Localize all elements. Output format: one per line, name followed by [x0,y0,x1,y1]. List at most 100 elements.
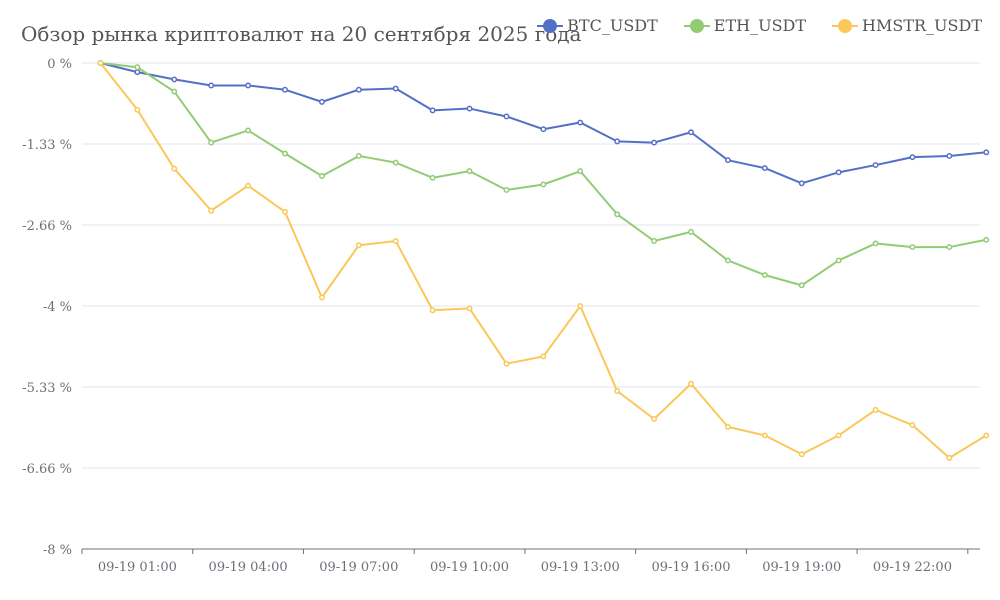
data-point-hmstr [355,242,362,249]
data-point-btc [466,105,473,112]
y-tick-label: -6.66 % [22,462,72,477]
data-point-eth [355,152,362,159]
data-point-eth [651,238,658,244]
data-point-eth [466,168,473,175]
data-point-btc [245,82,252,89]
data-point-btc [614,138,621,145]
data-point-btc [651,139,658,146]
data-point-hmstr [835,432,842,439]
legend-swatch-hmstr [832,18,859,33]
y-tick-label: 0 % [47,57,72,72]
data-point-btc [577,119,584,126]
data-point-btc [208,82,215,89]
data-point-btc [909,154,916,161]
data-point-btc [134,69,141,76]
series-line-btc [100,62,987,185]
legend-item-hmstr[interactable]: HMSTR_USDT [832,16,982,35]
y-tick-label: -5.33 % [22,381,72,396]
data-point-eth [761,272,768,278]
x-tick-label: 09-19 04:00 [209,560,288,575]
data-point-btc [171,76,178,83]
x-tick-label: 09-19 19:00 [762,560,841,575]
data-point-eth [872,240,879,247]
data-point-eth [909,244,916,251]
data-point-hmstr [724,423,731,430]
x-tick-label: 09-19 22:00 [873,560,952,575]
data-point-hmstr [503,360,510,367]
data-point-hmstr [392,238,399,244]
data-point-btc [835,169,842,176]
data-point-hmstr [429,307,436,314]
chart-title: Обзор рынка криптовалют на 20 сентября 2… [21,22,582,46]
data-point-hmstr [798,451,805,458]
legend-swatch-eth [683,18,710,33]
series-line-hmstr [99,62,987,459]
data-point-btc [761,165,768,172]
data-point-hmstr [208,207,215,214]
data-point-eth [946,244,953,251]
data-point-hmstr [171,165,178,172]
legend-swatch-btc [537,18,564,33]
data-point-eth [724,257,731,264]
data-point-btc [946,152,953,159]
data-point-btc [392,85,399,92]
data-point-hmstr [540,353,547,360]
data-point-btc [318,98,325,105]
x-tick-label: 09-19 10:00 [430,560,509,575]
data-point-eth [318,173,325,179]
data-point-hmstr [318,294,325,301]
data-point-hmstr [983,432,990,439]
data-point-hmstr [577,303,584,309]
data-point-btc [983,149,990,156]
x-tick-label: 09-19 01:00 [98,560,177,575]
data-point-btc [724,157,731,164]
data-point-eth [208,139,215,146]
data-point-hmstr [245,182,252,189]
data-point-eth [688,228,694,235]
legend-label-btc: BTC_USDT [567,16,658,35]
data-point-hmstr [761,432,768,439]
series-line-eth [100,62,987,287]
data-point-eth [282,150,288,157]
data-point-btc [540,126,547,133]
data-point-btc [798,180,805,187]
data-point-hmstr [651,416,658,422]
data-point-btc [503,113,510,120]
x-tick-label: 09-19 13:00 [541,560,620,575]
x-tick-label: 09-19 16:00 [651,560,730,575]
data-point-eth [540,181,547,188]
data-point-hmstr [909,422,916,429]
data-point-eth [835,257,842,264]
data-point-btc [355,86,362,93]
data-point-eth [983,236,990,243]
data-point-hmstr [466,305,473,312]
y-tick-label: -4 % [43,300,72,315]
data-point-eth [503,187,510,193]
data-point-eth [245,127,252,134]
data-point-hmstr [872,406,879,413]
data-point-hmstr [282,208,288,215]
data-point-eth [134,64,141,71]
data-point-hmstr [614,388,621,394]
legend: BTC_USDT ETH_USDT HMSTR_USDT [537,16,982,35]
data-point-btc [688,129,694,136]
data-point-hmstr [134,106,141,113]
x-tick-label: 09-19 07:00 [319,560,398,575]
data-point-eth [171,88,178,95]
data-point-eth [392,159,399,166]
legend-label-eth: ETH_USDT [713,16,807,35]
data-point-hmstr [946,454,953,461]
data-point-eth [798,282,805,289]
data-point-hmstr [97,60,104,66]
legend-item-btc[interactable]: BTC_USDT [537,16,658,35]
data-point-eth [614,211,621,218]
data-point-eth [577,168,584,175]
data-point-btc [282,86,288,93]
legend-label-hmstr: HMSTR_USDT [862,16,982,35]
y-tick-label: -8 % [43,543,72,558]
y-tick-label: -1.33 % [22,138,72,153]
data-point-btc [429,107,436,114]
data-point-eth [429,174,436,181]
legend-item-eth[interactable]: ETH_USDT [683,16,807,35]
